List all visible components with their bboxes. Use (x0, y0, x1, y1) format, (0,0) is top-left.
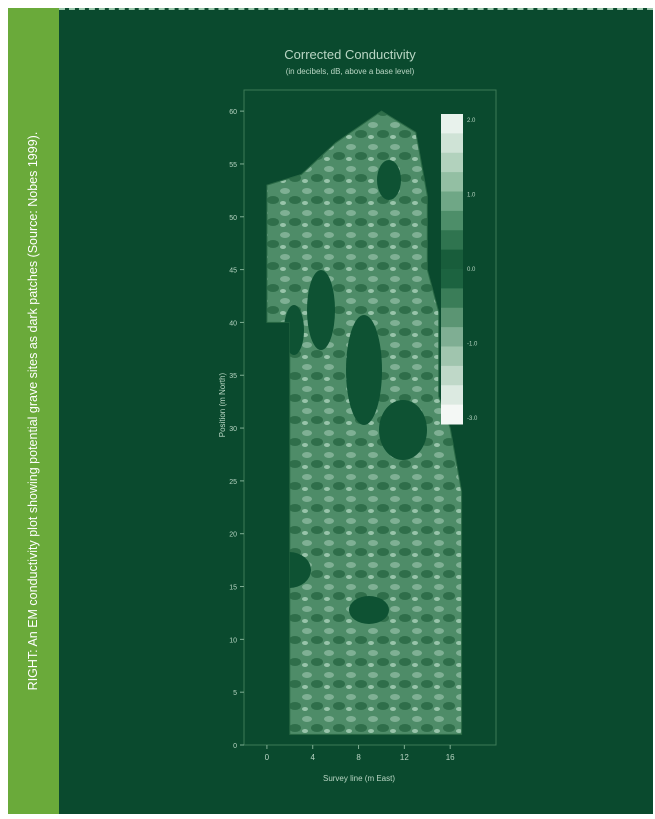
colorbar-band (441, 307, 463, 328)
colorbar-band (441, 230, 463, 251)
colorbar-band (441, 365, 463, 386)
x-axis-label: Survey line (m East) (323, 774, 395, 783)
axes-box (243, 89, 497, 746)
colorbar-band (441, 385, 463, 406)
x-tick-label: 16 (446, 753, 455, 762)
colorbar-tick-label: 1.0 (467, 193, 476, 199)
x-tick-label: 0 (265, 753, 270, 762)
chart-panel: Corrected Conductivity (in decibels, dB,… (59, 8, 653, 814)
y-tick-label: 35 (229, 373, 237, 380)
colorbar-tick-label: -3.0 (467, 416, 478, 422)
y-tick-label: 0 (233, 743, 237, 750)
colorbar-band (441, 249, 463, 270)
colorbar-tick-label: -1.0 (467, 342, 478, 348)
colorbar-tick-label: 0.0 (467, 267, 476, 273)
y-tick-label: 40 (229, 320, 237, 327)
plot-area: 0 4 8 12 16 0 5 10 15 20 25 30 35 40 45 50 55 60 (229, 89, 497, 762)
colorbar-band (441, 346, 463, 367)
caption-strip: RIGHT: An EM conductivity plot showing p… (8, 8, 59, 814)
x-axis-ticks: 0 4 8 12 16 (265, 745, 455, 762)
y-tick-label: 50 (229, 215, 237, 222)
colorbar-band (441, 172, 463, 192)
colorbar-band (441, 269, 463, 289)
x-tick-label: 4 (311, 753, 316, 762)
colorbar: 2.0 1.0 0.0 -1.0 -3.0 (441, 114, 478, 425)
x-tick-label: 12 (400, 753, 409, 762)
y-tick-label: 45 (229, 268, 237, 275)
y-tick-label: 30 (229, 426, 237, 433)
y-tick-label: 5 (233, 690, 237, 697)
colorbar-band (441, 191, 463, 212)
y-axis-label: Position (m North) (218, 372, 227, 437)
colorbar-band (441, 404, 463, 425)
y-tick-label: 55 (229, 162, 237, 169)
y-tick-label: 20 (229, 532, 237, 539)
colorbar-band (441, 210, 463, 231)
chart-subtitle: (in decibels, dB, above a base level) (286, 67, 415, 76)
colorbar-band (441, 114, 463, 134)
figure-frame: RIGHT: An EM conductivity plot showing p… (8, 8, 653, 814)
chart-title: Corrected Conductivity (284, 47, 416, 62)
colorbar-band (441, 133, 463, 154)
x-tick-label: 8 (356, 753, 361, 762)
colorbar-band (441, 327, 463, 347)
y-tick-label: 10 (229, 637, 237, 644)
y-tick-label: 15 (229, 585, 237, 592)
colorbar-tick-label: 2.0 (467, 118, 476, 124)
y-tick-label: 25 (229, 479, 237, 486)
colorbar-band (441, 152, 463, 173)
y-axis-ticks: 0 5 10 15 20 25 30 35 40 45 50 55 60 (229, 109, 244, 750)
colorbar-band (441, 288, 463, 309)
conductivity-chart: Corrected Conductivity (in decibels, dB,… (218, 47, 497, 783)
y-tick-label: 60 (229, 109, 237, 116)
figure-caption: RIGHT: An EM conductivity plot showing p… (26, 131, 40, 691)
